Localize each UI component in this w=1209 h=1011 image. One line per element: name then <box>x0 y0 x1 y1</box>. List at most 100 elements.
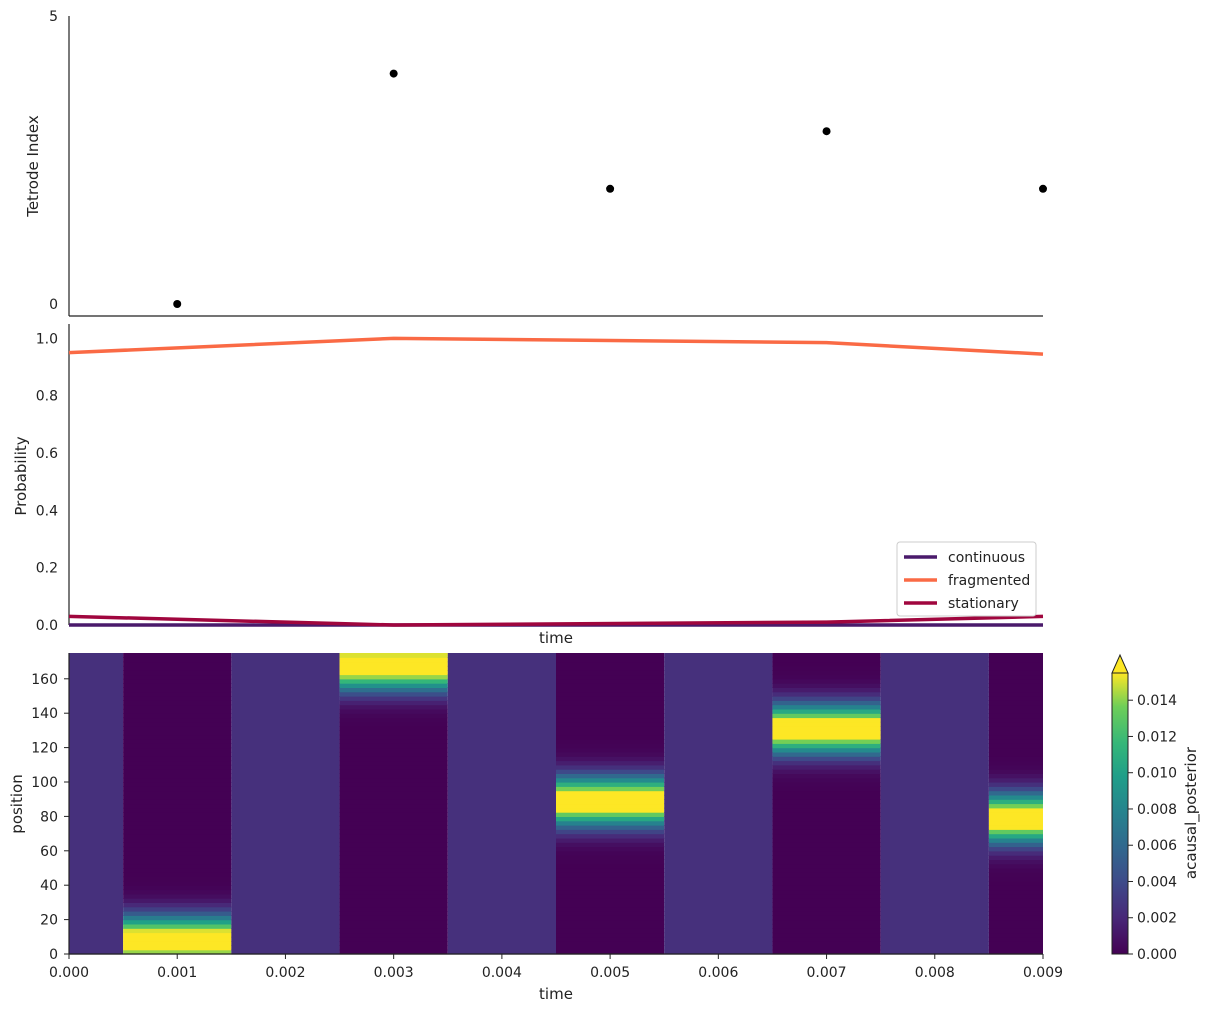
heatmap-cell <box>880 919 989 925</box>
heatmap-cell <box>231 911 340 916</box>
heatmap-cell <box>69 889 124 895</box>
heatmap-cell <box>556 842 665 848</box>
heatmap-cell <box>664 691 773 697</box>
heatmap-cell <box>988 816 1043 822</box>
heatmap-cell <box>988 846 1043 852</box>
heatmap-cell <box>664 713 773 719</box>
heatmap-cell <box>556 751 665 757</box>
heatmap-cell <box>69 928 124 934</box>
heatmap-cell <box>772 794 881 800</box>
heatmap-cell <box>880 704 989 710</box>
heatmap-cell <box>880 665 989 671</box>
p2-ytick-label: 1.0 <box>36 331 58 347</box>
heatmap-cell <box>69 764 124 770</box>
heatmap-cell <box>556 687 665 693</box>
heatmap-cell <box>231 893 340 899</box>
series-line-stationary <box>68 614 1044 627</box>
heatmap-cell <box>880 928 989 934</box>
heatmap-cell <box>123 829 232 835</box>
heatmap-cell <box>664 949 773 955</box>
heatmap-cell <box>988 691 1043 697</box>
heatmap-cell <box>123 782 232 787</box>
heatmap-cell <box>664 743 773 749</box>
heatmap-cell <box>772 919 881 925</box>
heatmap-cell <box>664 726 773 731</box>
p1-ytick-label: 5 <box>49 9 58 25</box>
heatmap-cell <box>988 657 1043 663</box>
colorbar-tick-label: 0.000 <box>1137 947 1177 963</box>
heatmap-cell <box>339 872 448 878</box>
heatmap-cell <box>231 708 340 714</box>
heatmap-cell <box>556 790 665 796</box>
heatmap-cell <box>556 941 665 946</box>
heatmap-cell <box>447 820 556 826</box>
heatmap-cell <box>988 820 1043 826</box>
heatmap-cell <box>123 756 232 762</box>
heatmap-cell <box>664 812 773 817</box>
colorbar-tick-label: 0.006 <box>1137 838 1177 854</box>
heatmap-cell <box>69 708 124 714</box>
heatmap-cell <box>664 855 773 860</box>
heatmap-cell <box>556 855 665 860</box>
heatmap-cell <box>231 885 340 891</box>
heatmap-cell <box>772 721 881 727</box>
heatmap-cell <box>339 820 448 826</box>
heatmap-cell <box>880 739 989 744</box>
heatmap-cell <box>447 691 556 697</box>
colorbar-gradient <box>1112 673 1128 954</box>
heatmap-cell <box>988 653 1043 658</box>
heatmap-cell <box>988 713 1043 719</box>
heatmap-cell <box>123 734 232 740</box>
heatmap-cell <box>772 807 881 813</box>
heatmap-cell <box>69 872 124 878</box>
heatmap-cell <box>664 885 773 891</box>
heatmap-cell <box>988 825 1043 830</box>
heatmap-cell <box>772 932 881 938</box>
heatmap-cell <box>772 713 881 719</box>
heatmap-cell <box>231 807 340 813</box>
heatmap-cell <box>664 700 773 706</box>
heatmap-cell <box>447 674 556 680</box>
heatmap-cell <box>880 794 989 800</box>
heatmap-cell <box>556 653 665 658</box>
heatmap-cell <box>664 829 773 835</box>
heatmap-cell <box>339 902 448 908</box>
heatmap-cell <box>556 902 665 908</box>
heatmap-cell <box>447 670 556 676</box>
heatmap-cell <box>447 868 556 873</box>
heatmap-cell <box>556 756 665 762</box>
p3-ytick-label: 60 <box>40 844 58 860</box>
heatmap-cell <box>123 855 232 860</box>
heatmap-cell <box>772 872 881 878</box>
heatmap-cell <box>69 816 124 822</box>
heatmap-cell <box>123 726 232 731</box>
heatmap-cell <box>880 670 989 676</box>
heatmap-cell <box>772 734 881 740</box>
legend-label-fragmented: fragmented <box>948 573 1030 589</box>
p3-xtick-label: 0.007 <box>807 965 847 981</box>
heatmap-cell <box>231 820 340 826</box>
heatmap-cell <box>69 777 124 783</box>
heatmap-cell <box>447 764 556 770</box>
scatter-point <box>1039 184 1047 193</box>
heatmap-cell <box>988 889 1043 895</box>
heatmap-cell <box>556 734 665 740</box>
heatmap-cell <box>447 717 556 723</box>
heatmap-cell <box>880 764 989 770</box>
heatmap-cell <box>231 859 340 865</box>
p3-xtick-label: 0.003 <box>374 965 414 981</box>
heatmap-cell <box>339 751 448 757</box>
heatmap-cell <box>69 923 124 929</box>
heatmap-cell <box>447 678 556 684</box>
heatmap-cell <box>988 730 1043 736</box>
heatmap-cell <box>123 936 232 942</box>
heatmap-cell <box>339 889 448 895</box>
heatmap-cell <box>339 825 448 830</box>
heatmap-cell <box>988 721 1043 727</box>
colorbar-tick-label: 0.004 <box>1137 874 1177 890</box>
heatmap-cell <box>880 751 989 757</box>
heatmap-cell <box>339 717 448 723</box>
heatmap-cell <box>447 653 556 658</box>
heatmap-cell <box>664 786 773 792</box>
heatmap-cell <box>988 863 1043 869</box>
